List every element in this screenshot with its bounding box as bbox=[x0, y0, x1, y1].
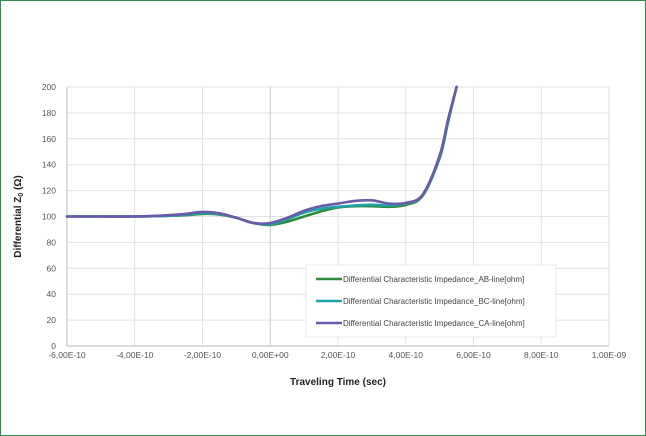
x-tick-label: -2,00E-10 bbox=[184, 350, 222, 360]
legend-label-bc: Differential Characteristic Impedance_BC… bbox=[343, 297, 525, 306]
legend-box bbox=[305, 264, 557, 338]
y-axis-title-subscript: 0 bbox=[18, 193, 25, 197]
series-line-ca bbox=[65, 85, 458, 225]
y-axis-title-unit: (Ω) bbox=[13, 175, 24, 192]
x-tick-label: 8,00E-10 bbox=[524, 350, 559, 360]
x-tick-label: -6,00E-10 bbox=[48, 350, 86, 360]
y-axis-title-main: Differential Z bbox=[13, 197, 24, 258]
y-tick-label: 100 bbox=[42, 212, 56, 222]
y-axis-title: Differential Z0 (Ω) bbox=[13, 175, 25, 258]
legend-label-ca: Differential Characteristic Impedance_CA… bbox=[343, 319, 525, 328]
y-tick-label: 200 bbox=[42, 82, 56, 92]
x-axis-title: Traveling Time (sec) bbox=[290, 377, 386, 388]
y-tick-label: 20 bbox=[47, 315, 57, 325]
y-tick-label: 140 bbox=[42, 160, 56, 170]
x-tick-label: 1,00E-09 bbox=[592, 350, 627, 360]
legend: Differential Characteristic Impedance_AB… bbox=[305, 264, 557, 338]
x-tick-label: 4,00E-10 bbox=[389, 350, 424, 360]
y-tick-label: 180 bbox=[42, 108, 56, 118]
x-tick-label: 6,00E-10 bbox=[456, 350, 491, 360]
y-tick-label: 160 bbox=[42, 134, 56, 144]
x-tick-label: 2,00E-10 bbox=[321, 350, 356, 360]
legend-label-ab: Differential Characteristic Impedance_AB… bbox=[343, 275, 524, 284]
y-tick-labels: 0 20 40 60 80 100 120 140 160 180 200 bbox=[42, 82, 56, 351]
x-tick-label: 0,00E+00 bbox=[252, 350, 289, 360]
y-tick-label: 60 bbox=[47, 263, 57, 273]
x-tick-label: -4,00E-10 bbox=[116, 350, 154, 360]
y-tick-label: 120 bbox=[42, 186, 56, 196]
y-tick-label: 80 bbox=[47, 237, 57, 247]
series-lines bbox=[65, 85, 458, 227]
y-tick-label: 40 bbox=[47, 289, 57, 299]
x-tick-labels: -6,00E-10 -4,00E-10 -2,00E-10 0,00E+00 2,00E… bbox=[48, 350, 626, 360]
y-tick-label: 0 bbox=[51, 341, 56, 351]
legend-items: Differential Characteristic Impedance_AB… bbox=[316, 275, 525, 328]
